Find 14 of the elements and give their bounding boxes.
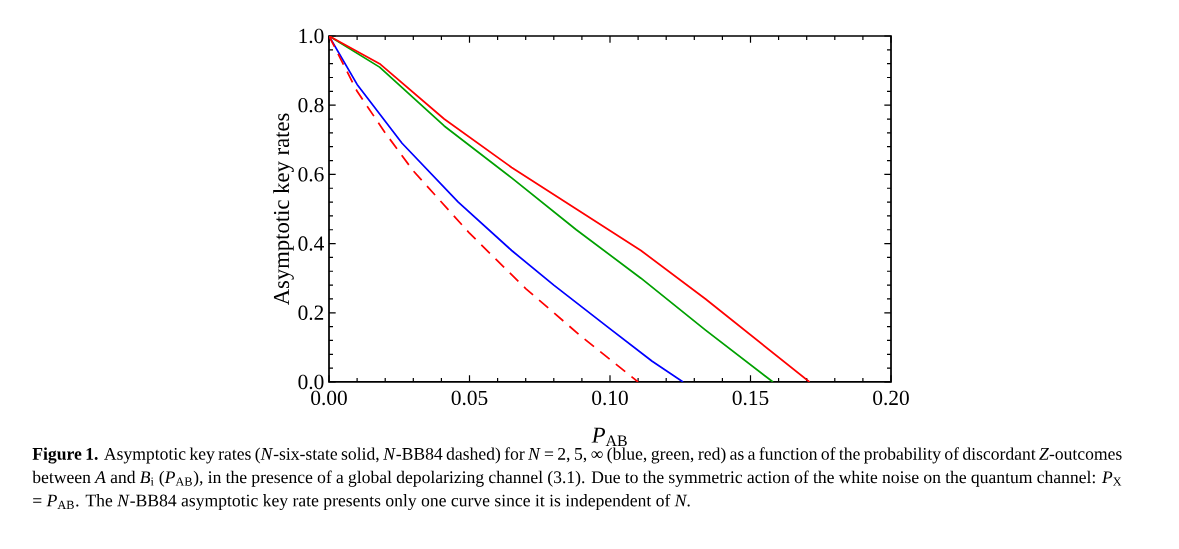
x-tick-label: 0.10 <box>592 390 628 406</box>
y-tick-label: 0.6 <box>298 167 324 182</box>
y-axis-title: Asymptotic key rates <box>273 113 294 306</box>
x-tick-label: 0.20 <box>873 390 909 406</box>
x-axis-title: P$_{AB}$ <box>591 427 627 447</box>
x-tick-label: 0.00 <box>311 390 347 406</box>
y-tick-label: 0.8 <box>298 97 324 113</box>
x-tick-label: 0.15 <box>732 390 769 406</box>
y-tick-label: 1.0 <box>299 28 324 44</box>
y-tick-label: 0.2 <box>298 305 324 321</box>
y-tick-label: 0.0 <box>298 374 324 390</box>
x-tick-label: 0.05 <box>451 390 488 406</box>
y-tick-label: 0.4 <box>298 236 324 251</box>
text: Figure 1. Asymptotic key rates (N-six-state solid, N-BB84 dashed) for N = 2, 5, ∞ (blue, green, red) as a function of the probability of discordant Z-outcomes between A and B$_{i}$ (P$_{AB}$), in the presence of a global depolarizing channel (3.1). Due to the symmetric action of the white noise on the quantum channel: P$_{X}$ = P$_{AB}$. The N-BB84 asymptotic key rate presents only one curve since it is independent of N. <box>32 447 1122 511</box>
